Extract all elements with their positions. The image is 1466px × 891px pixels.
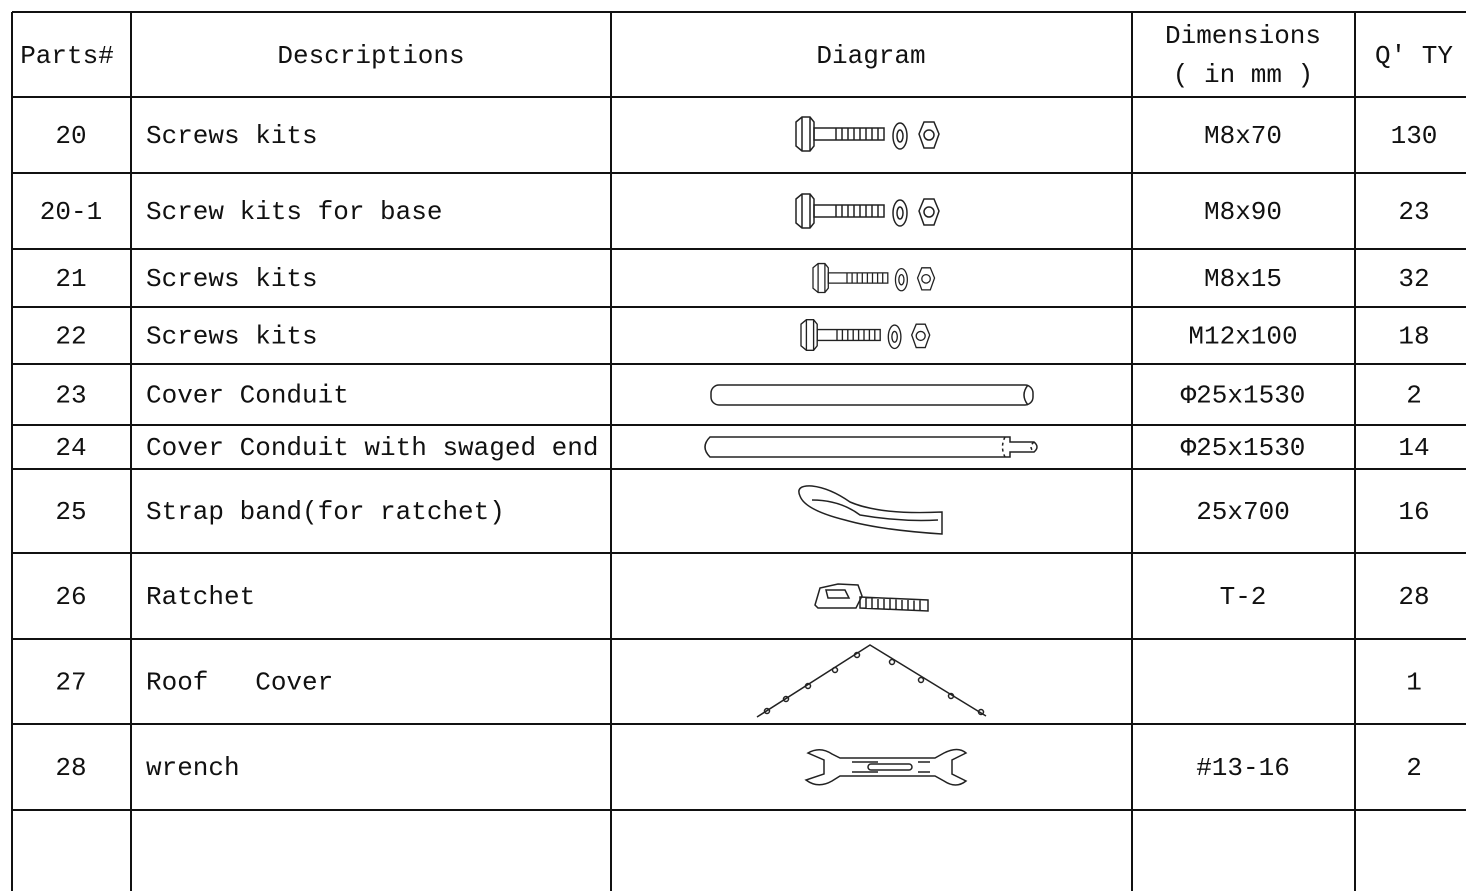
part-number: 28: [55, 753, 86, 783]
header-descriptions: Descriptions: [277, 41, 464, 71]
part-number: 21: [55, 264, 86, 294]
part-number: 20-1: [40, 197, 102, 227]
quantity: 2: [1406, 753, 1422, 783]
dimensions: T-2: [1220, 582, 1267, 612]
dimensions: M8x90: [1204, 197, 1282, 227]
diagrams: [704, 116, 1038, 786]
part-number: 25: [55, 497, 86, 527]
quantity: 32: [1398, 264, 1429, 294]
header-parts: Parts#: [20, 41, 114, 71]
part-number: 24: [55, 433, 86, 463]
header-diagram: Diagram: [816, 41, 925, 71]
table-grid: [11, 11, 1466, 891]
quantity: 130: [1391, 121, 1438, 151]
description: Strap band(for ratchet): [146, 497, 505, 527]
description: Cover Conduit: [146, 380, 349, 410]
quantity: 14: [1398, 433, 1429, 463]
quantity: 1: [1406, 667, 1422, 697]
header-dimensions: ( in mm ): [1173, 60, 1313, 90]
dimensions: 25x700: [1196, 497, 1290, 527]
header-dimensions: Dimensions: [1165, 21, 1321, 51]
quantity: 18: [1398, 321, 1429, 351]
description: Screws kits: [146, 121, 318, 151]
dimensions: M8x70: [1204, 121, 1282, 151]
part-number: 26: [55, 582, 86, 612]
dimensions: #13-16: [1196, 753, 1290, 783]
description: Screw kits for base: [146, 197, 442, 227]
dimensions: M12x100: [1188, 321, 1297, 351]
part-number: 27: [55, 667, 86, 697]
header-qty: Q' TY: [1375, 41, 1453, 71]
part-number: 20: [55, 121, 86, 151]
dimensions: Φ25x1530: [1181, 433, 1306, 463]
quantity: 2: [1406, 380, 1422, 410]
part-number: 23: [55, 380, 86, 410]
part-number: 22: [55, 321, 86, 351]
quantity: 16: [1398, 497, 1429, 527]
description: Ratchet: [146, 582, 255, 612]
description: Cover Conduit with swaged end: [146, 433, 598, 463]
description: Screws kits: [146, 321, 318, 351]
quantity: 28: [1398, 582, 1429, 612]
dimensions: M8x15: [1204, 264, 1282, 294]
description: wrench: [146, 753, 240, 783]
quantity: 23: [1398, 197, 1429, 227]
description: Screws kits: [146, 264, 318, 294]
dimensions: Φ25x1530: [1181, 380, 1306, 410]
description: Roof Cover: [146, 667, 333, 697]
